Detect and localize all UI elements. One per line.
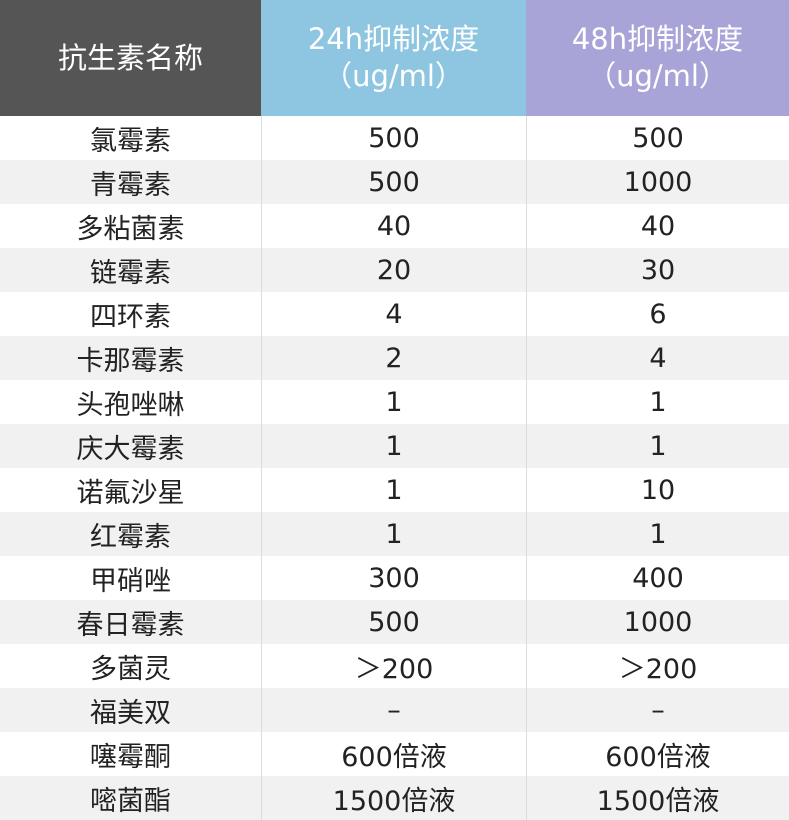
concentration-48h-cell: 6 <box>526 292 789 336</box>
concentration-24h-cell: 600倍液 <box>261 732 526 776</box>
table-header: 抗生素名称 24h抑制浓度 （ug/ml） 48h抑制浓度 （ug/ml） <box>0 0 789 116</box>
antibiotic-name-cell: 红霉素 <box>90 521 171 553</box>
concentration-48h-cell: 30 <box>526 248 789 292</box>
antibiotic-name-cell: 多菌灵 <box>90 653 171 685</box>
table-row: 福美双 – – <box>0 688 789 732</box>
header-48h-concentration: 48h抑制浓度 （ug/ml） <box>526 0 789 116</box>
concentration-24h-cell: 1 <box>261 468 526 512</box>
table-row: 四环素 4 6 <box>0 292 789 336</box>
antibiotic-name-cell: 氯霉素 <box>90 125 171 157</box>
concentration-24h-cell: 1 <box>261 424 526 468</box>
concentration-48h-cell: 10 <box>526 468 789 512</box>
concentration-48h-cell: 1 <box>526 512 789 556</box>
concentration-48h-cell: 1 <box>526 424 789 468</box>
antibiotic-name-cell: 福美双 <box>90 697 171 729</box>
concentration-48h-cell: 400 <box>526 556 789 600</box>
antibiotic-name-cell: 庆大霉素 <box>76 433 185 465</box>
table-row: 庆大霉素 1 1 <box>0 424 789 468</box>
concentration-48h-cell: 600倍液 <box>526 732 789 776</box>
concentration-48h-cell: 500 <box>526 116 789 160</box>
table-row: 链霉素 20 30 <box>0 248 789 292</box>
header-48h-unit: （ug/ml） <box>587 59 728 93</box>
concentration-48h-cell: – <box>526 688 789 732</box>
table-row: 嘧菌酯 1500倍液 1500倍液 <box>0 776 789 820</box>
antibiotic-name-cell: 头孢唑啉 <box>76 389 185 421</box>
concentration-48h-cell: ＞200 <box>526 644 789 688</box>
table-row: 噻霉酮 600倍液 600倍液 <box>0 732 789 776</box>
header-antibiotic-name-label: 抗生素名称 <box>57 40 203 75</box>
table-row: 多菌灵 ＞200 ＞200 <box>0 644 789 688</box>
antibiotic-name-cell: 噻霉酮 <box>90 741 171 773</box>
header-48h-label: 48h抑制浓度 <box>571 22 744 56</box>
table-row: 卡那霉素 2 4 <box>0 336 789 380</box>
concentration-24h-cell: 500 <box>261 116 526 160</box>
table-row: 红霉素 1 1 <box>0 512 789 556</box>
concentration-48h-cell: 1500倍液 <box>526 776 789 820</box>
concentration-24h-cell: 500 <box>261 160 526 204</box>
concentration-48h-cell: 4 <box>526 336 789 380</box>
table-row: 青霉素 500 1000 <box>0 160 789 204</box>
concentration-24h-cell: 1 <box>261 380 526 424</box>
table-row: 氯霉素 500 500 <box>0 116 789 160</box>
antibiotic-name-cell: 链霉素 <box>90 257 171 289</box>
concentration-24h-cell: 20 <box>261 248 526 292</box>
header-24h-unit: （ug/ml） <box>323 59 464 93</box>
table-row: 头孢唑啉 1 1 <box>0 380 789 424</box>
concentration-24h-cell: ＞200 <box>261 644 526 688</box>
concentration-48h-cell: 1000 <box>526 600 789 644</box>
antibiotic-name-cell: 卡那霉素 <box>76 345 185 377</box>
concentration-48h-cell: 40 <box>526 204 789 248</box>
antibiotic-name-cell: 甲硝唑 <box>90 565 171 597</box>
table-body: 氯霉素 500 500 青霉素 500 1000 多粘菌素 40 40 链霉素 20 30 四环素 4 6 卡… <box>0 116 789 820</box>
antibiotic-name-cell: 多粘菌素 <box>76 213 185 245</box>
antibiotic-name-cell: 四环素 <box>90 301 171 333</box>
header-antibiotic-name: 抗生素名称 <box>0 0 261 116</box>
header-24h-label: 24h抑制浓度 <box>307 22 480 56</box>
antibiotic-name-cell: 嘧菌酯 <box>90 785 171 817</box>
concentration-24h-cell: 2 <box>261 336 526 380</box>
table-row: 春日霉素 500 1000 <box>0 600 789 644</box>
header-24h-concentration: 24h抑制浓度 （ug/ml） <box>261 0 526 116</box>
concentration-24h-cell: – <box>261 688 526 732</box>
concentration-48h-cell: 1000 <box>526 160 789 204</box>
table-row: 多粘菌素 40 40 <box>0 204 789 248</box>
concentration-24h-cell: 1 <box>261 512 526 556</box>
antibiotic-name-cell: 诺氟沙星 <box>76 477 185 509</box>
concentration-48h-cell: 1 <box>526 380 789 424</box>
concentration-24h-cell: 300 <box>261 556 526 600</box>
concentration-24h-cell: 40 <box>261 204 526 248</box>
concentration-24h-cell: 4 <box>261 292 526 336</box>
antibiotic-name-cell: 春日霉素 <box>76 609 185 641</box>
concentration-24h-cell: 1500倍液 <box>261 776 526 820</box>
table-row: 甲硝唑 300 400 <box>0 556 789 600</box>
table-row: 诺氟沙星 1 10 <box>0 468 789 512</box>
concentration-24h-cell: 500 <box>261 600 526 644</box>
antibiotic-name-cell: 青霉素 <box>90 169 171 201</box>
